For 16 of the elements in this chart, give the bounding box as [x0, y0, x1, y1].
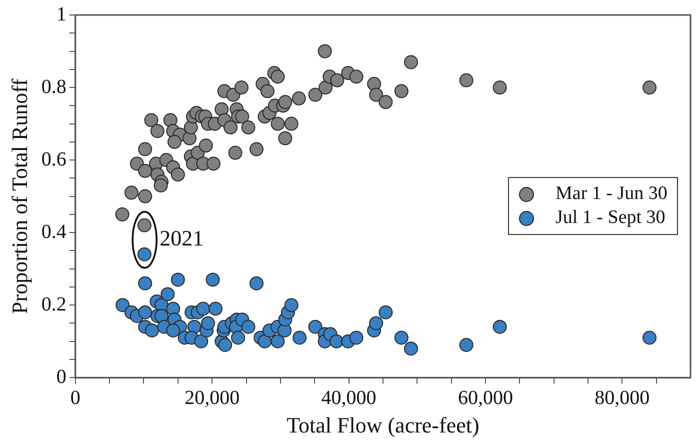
x-tick-label: 0	[70, 386, 80, 409]
x-tick-label: 80,000	[594, 386, 650, 409]
y-tick-label: 0.2	[41, 293, 66, 316]
y-tick-label: 0.8	[41, 76, 66, 98]
x-tick-label: 40,000	[321, 386, 376, 409]
y-tick-label: 1	[56, 3, 66, 26]
x-tick-label: 20,000	[184, 386, 240, 409]
y-tick-label: 0	[56, 366, 66, 388]
y-tick-label: 0.4	[41, 220, 66, 243]
y-axis-title: Proportion of Total Runoff	[6, 78, 32, 314]
annotation: 2021	[160, 226, 204, 251]
legend-label: Jul 1 - Sept 30	[556, 206, 666, 230]
legend-label: Mar 1 - Jun 30	[556, 182, 668, 206]
x-tick-label: 60,000	[458, 386, 513, 409]
x-axis-title: Total Flow (acre-feet)	[286, 412, 480, 438]
y-tick-label: 0.6	[41, 148, 66, 170]
